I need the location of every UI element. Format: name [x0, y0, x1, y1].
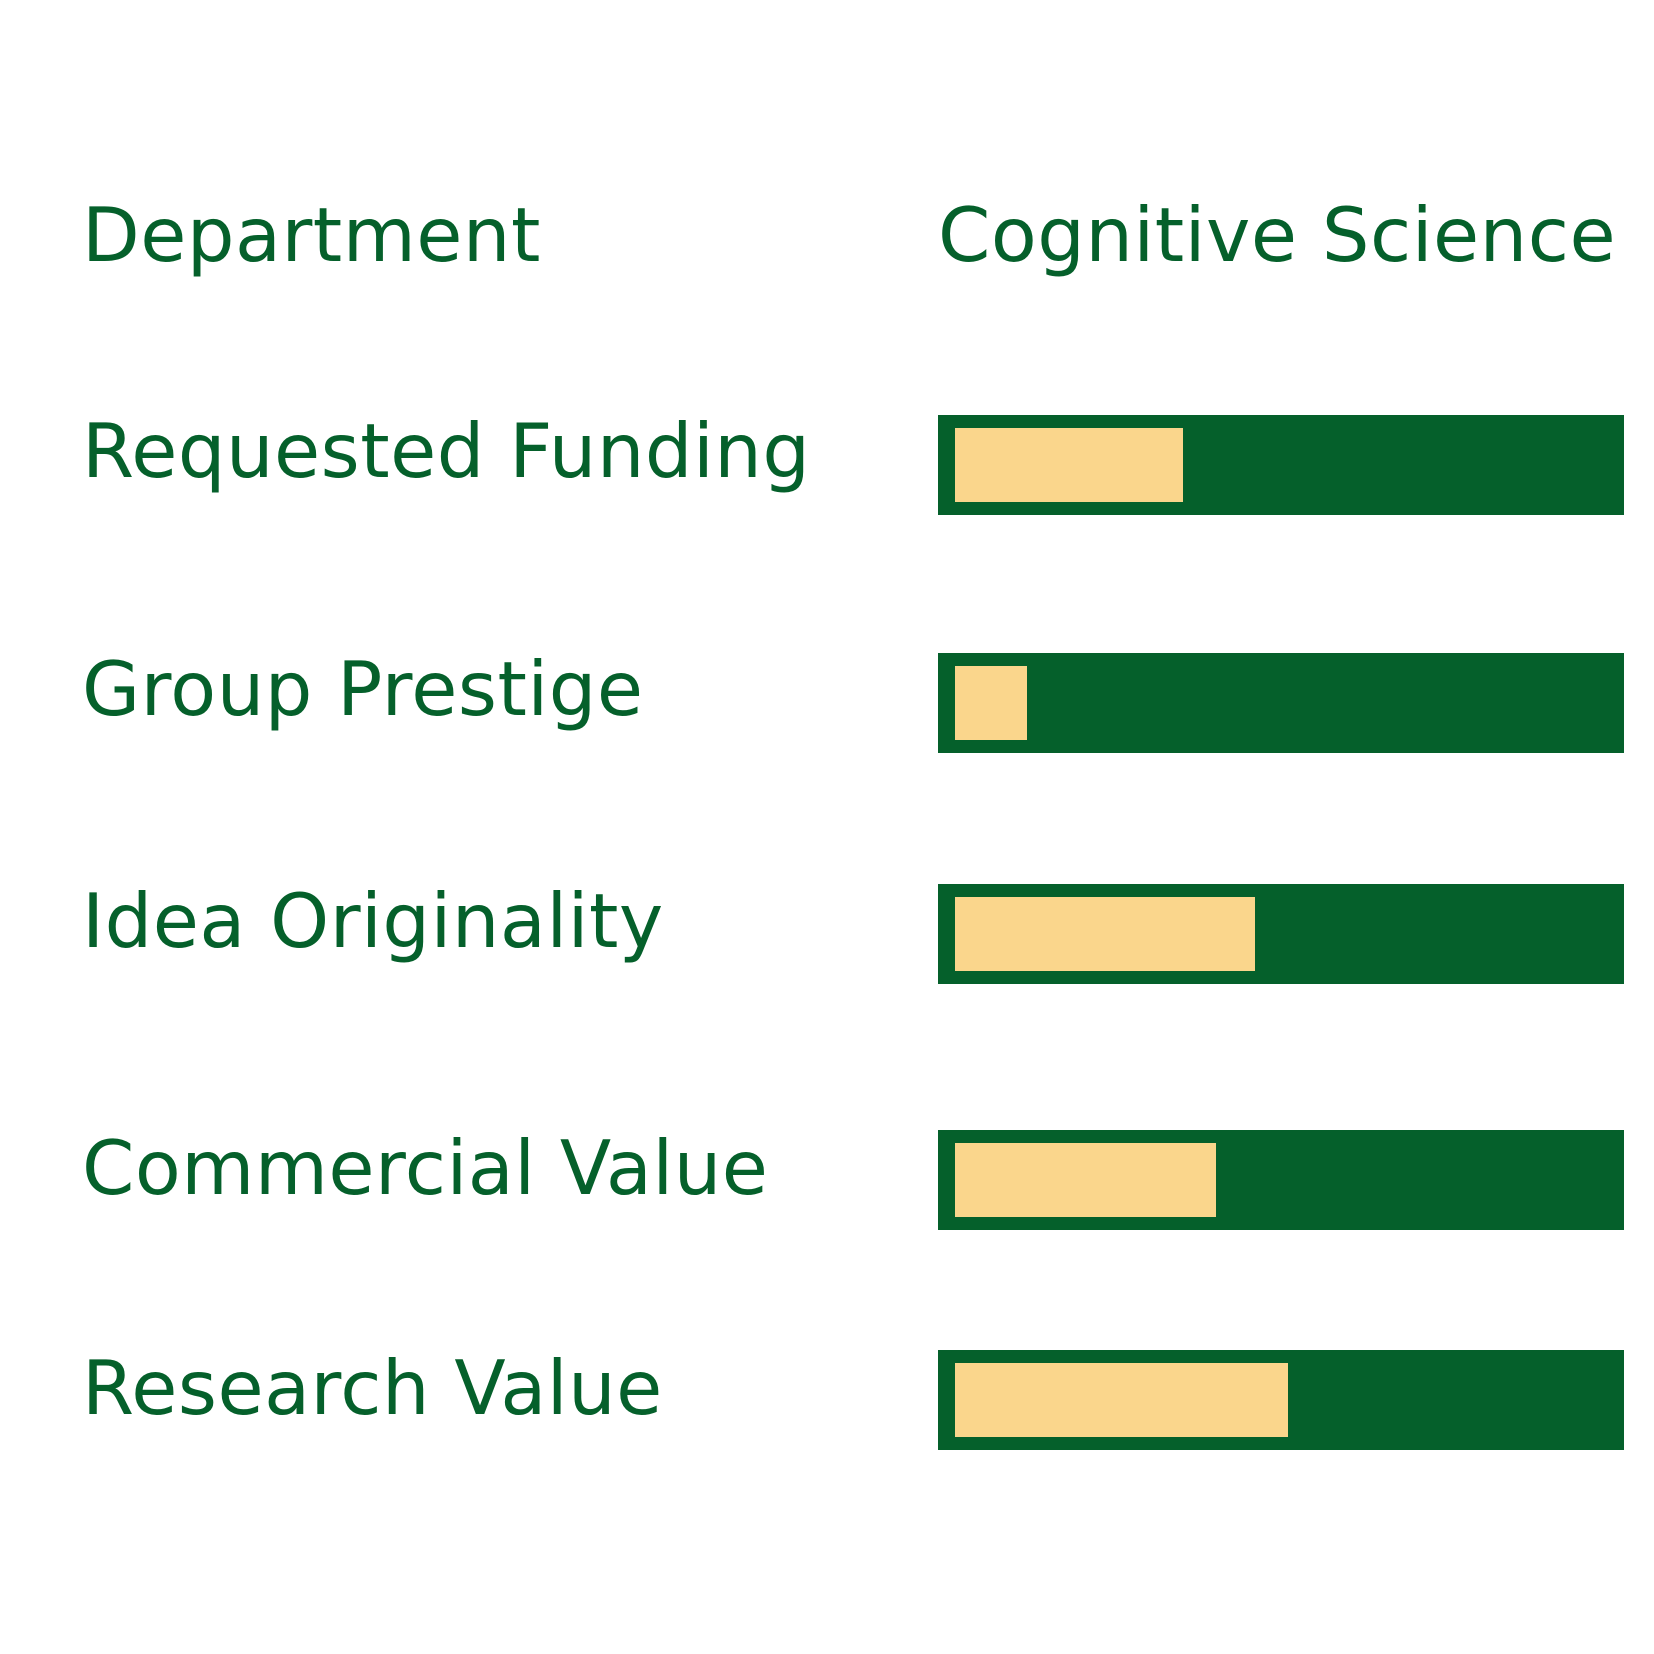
department-header-label: Department: [82, 191, 541, 279]
metric-label: Requested Funding: [82, 407, 811, 495]
bar-fill: [955, 897, 1255, 971]
metric-label: Commercial Value: [82, 1124, 769, 1212]
department-header-value: Cognitive Science: [938, 191, 1617, 279]
bar-fill: [955, 666, 1027, 740]
bar-track: [938, 884, 1624, 984]
bar-fill: [955, 1143, 1216, 1217]
metric-label: Group Prestige: [82, 645, 644, 733]
bar-track: [938, 1350, 1624, 1450]
bar-fill: [955, 428, 1183, 502]
bar-track: [938, 415, 1624, 515]
metric-label: Research Value: [82, 1344, 663, 1432]
bar-fill: [955, 1363, 1288, 1437]
bar-track: [938, 653, 1624, 753]
bar-track: [938, 1130, 1624, 1230]
metric-label: Idea Originality: [82, 877, 664, 965]
